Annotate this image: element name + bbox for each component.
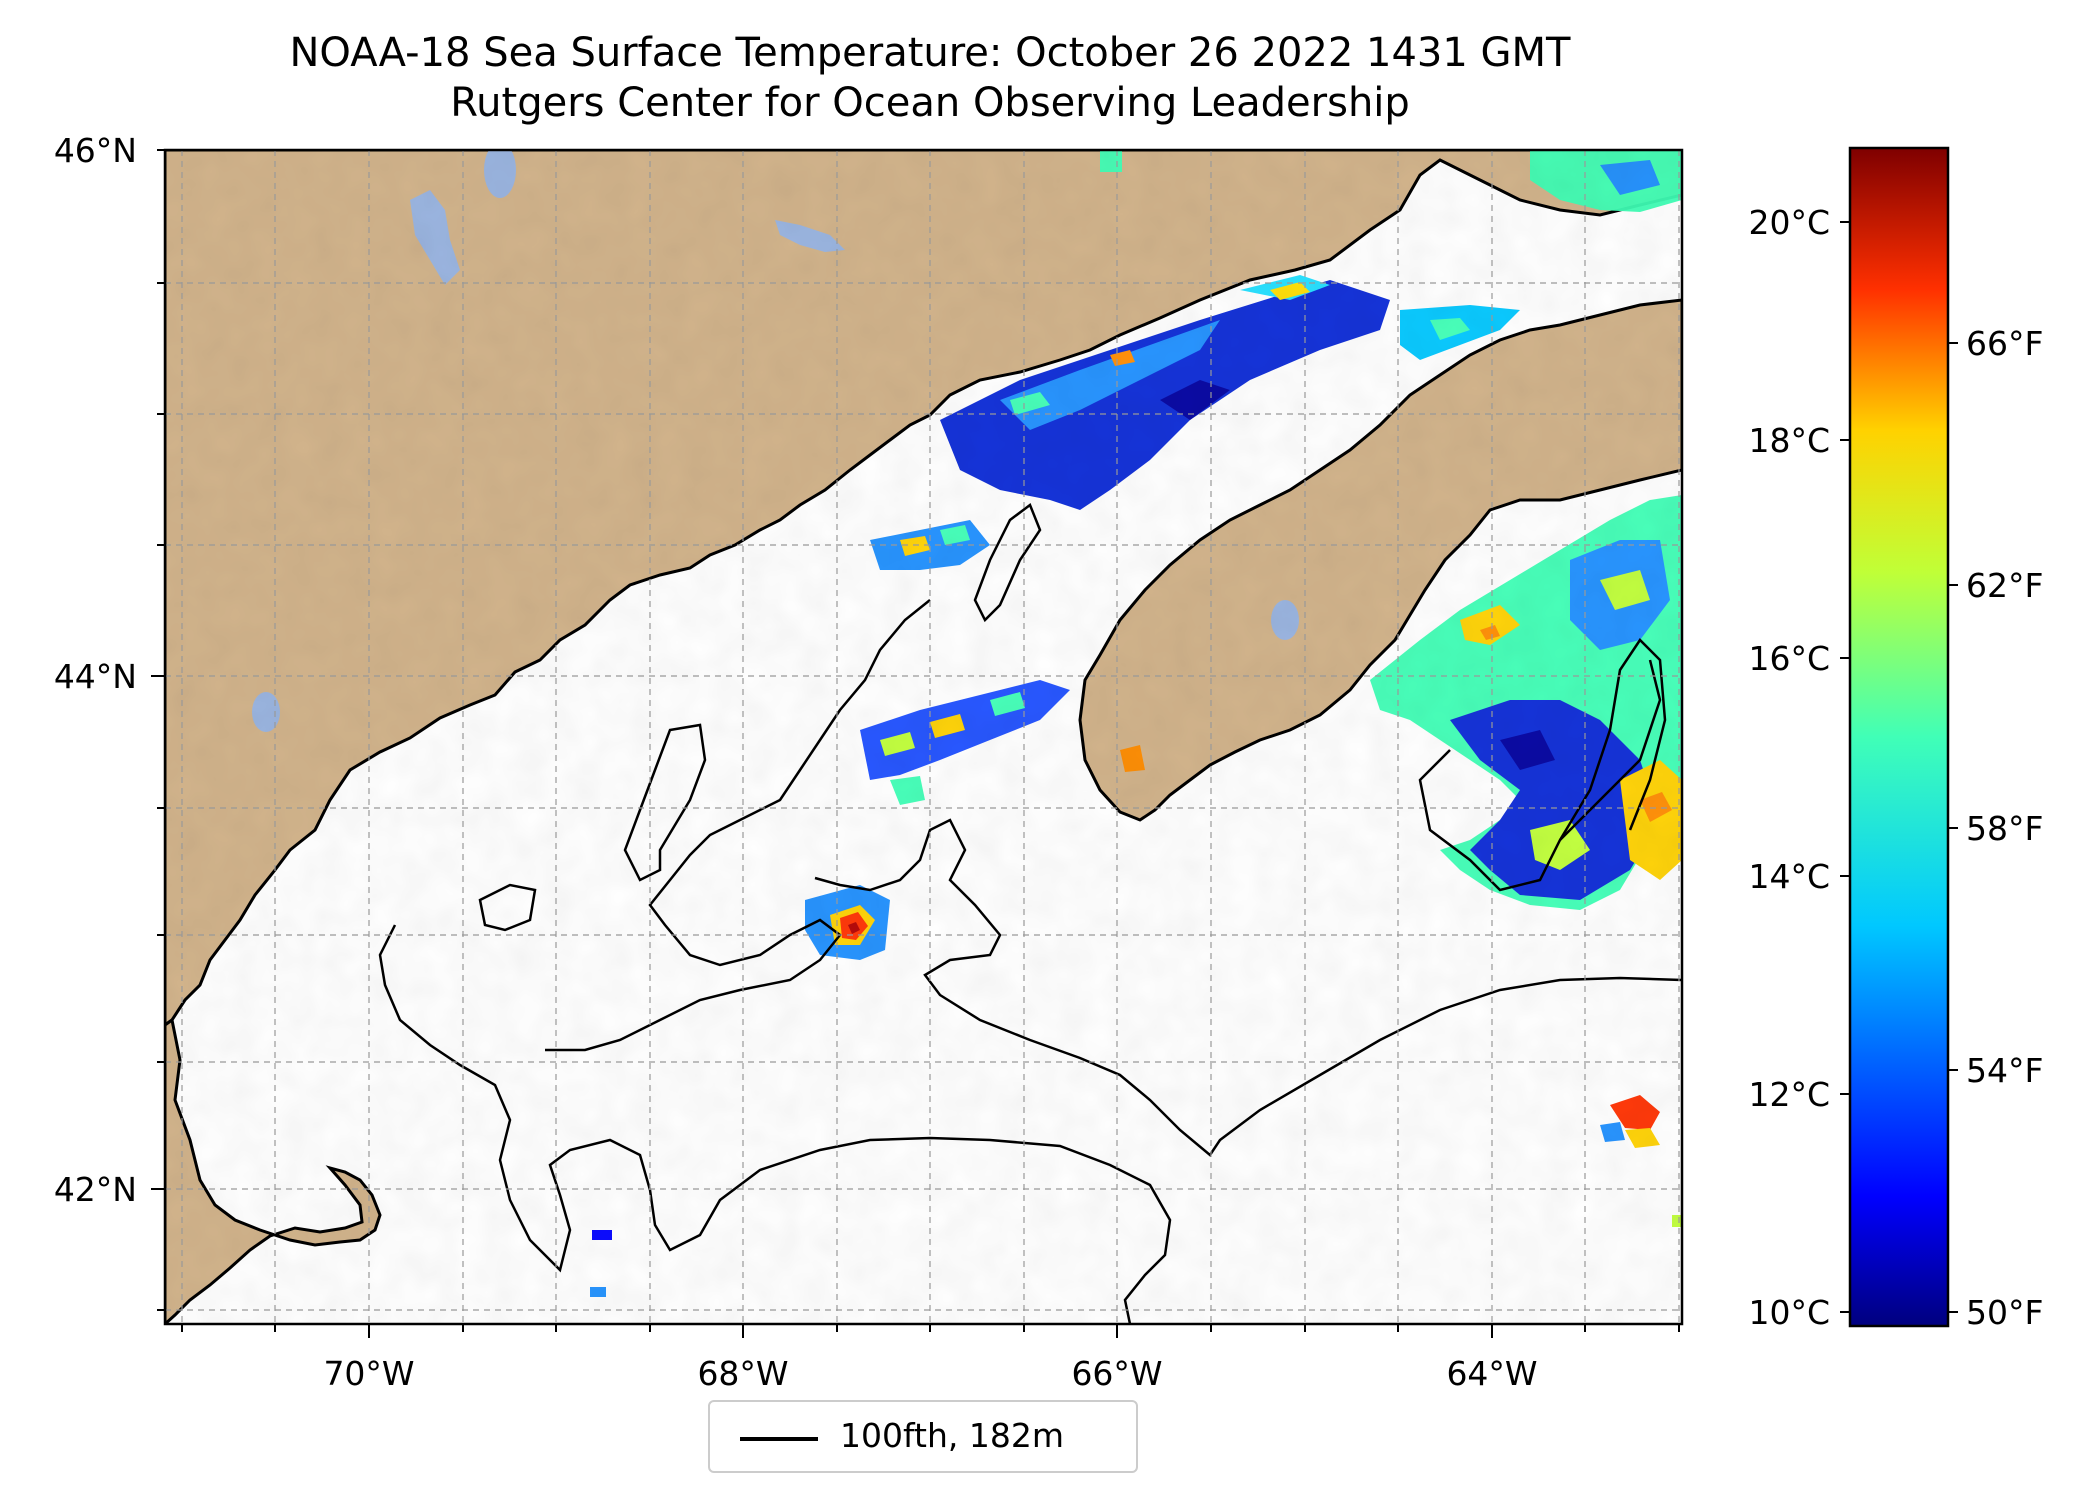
isobath-100fth [378,924,1172,1324]
isobath-100fth [814,818,1682,1157]
map-frame [163,148,1684,1326]
map-legend: 100fth, 182m [708,1400,1138,1473]
map-gridlines [165,150,1682,1324]
isobath-100fth [1418,659,1662,892]
legend-label: 100fth, 182m [840,1416,1064,1455]
lat-tick-label-44n: 44°N [54,657,137,696]
lon-tick-label-64w: 64°W [1446,1354,1537,1393]
colorbar-celsius-label: 20°C [1748,203,1830,242]
lat-tick-label-42n: 42°N [54,1170,137,1209]
colorbar-celsius-label: 18°C [1748,421,1830,460]
colorbar [1848,146,1950,1328]
lon-tick-label-66w: 66°W [1071,1354,1162,1393]
isobath-100fth [623,723,707,882]
colorbar-fahrenheit-label: 50°F [1966,1293,2043,1332]
map-title: NOAA-18 Sea Surface Temperature: October… [289,30,1571,76]
map-area [165,150,1682,1324]
map-axis-ticks [151,149,1680,1338]
isobath-100fth [478,883,537,932]
colorbar-ticks [1840,221,1958,1313]
lon-tick-label-68w: 68°W [697,1354,788,1393]
colorbar-fahrenheit-label: 66°F [1966,324,2043,363]
colorbar-fahrenheit-label: 62°F [1966,566,2043,605]
colorbar-fahrenheit-label: 58°F [1966,809,2043,848]
map-subtitle: Rutgers Center for Ocean Observing Leade… [450,80,1410,126]
colorbar-fahrenheit-label: 54°F [1966,1051,2043,1090]
colorbar-celsius-label: 12°C [1748,1075,1830,1114]
colorbar-celsius-label: 10°C [1748,1293,1830,1332]
isobath-100fth [1558,638,1667,841]
legend-line-swatch [740,1437,818,1441]
lat-tick-label-46n: 46°N [54,131,137,170]
colorbar-celsius-label: 16°C [1748,639,1830,678]
isobath-100fth [545,599,931,1052]
isobath-100fth [973,503,1042,623]
colorbar-celsius-label: 14°C [1748,857,1830,896]
lon-tick-label-70w: 70°W [323,1354,414,1393]
